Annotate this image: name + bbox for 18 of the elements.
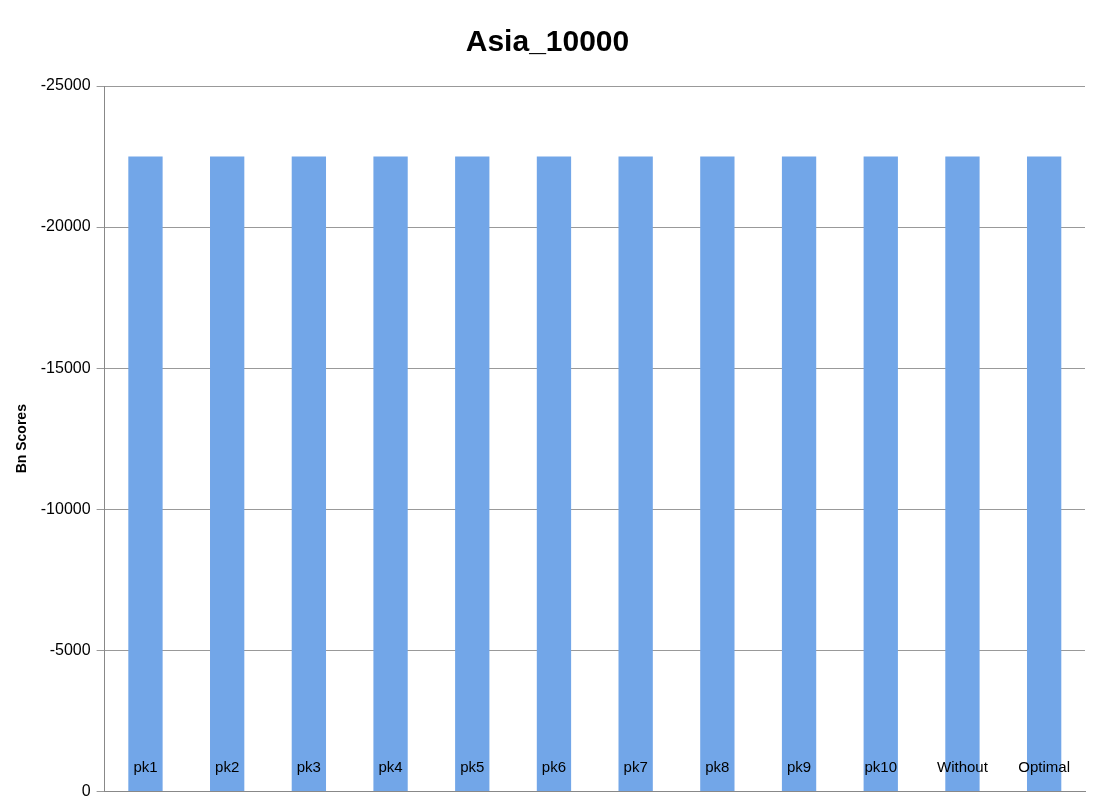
x-tick-label: pk10 <box>864 757 898 775</box>
y-tick-label: -20000 <box>40 217 91 235</box>
x-tick-label: pk7 <box>623 757 648 775</box>
x-tick-label: pk9 <box>786 757 812 775</box>
y-tick-label: 0 <box>81 781 91 799</box>
x-tick-label: pk6 <box>541 757 567 775</box>
y-tick-label: -15000 <box>40 358 91 376</box>
x-tick-label: pk1 <box>133 757 158 775</box>
x-tick-label: pk2 <box>215 757 240 775</box>
chart-title: Asia_10000 <box>465 24 630 58</box>
x-tick-label: pk4 <box>378 757 403 775</box>
x-tick-label: pk8 <box>705 757 730 775</box>
y-tick-label: -25000 <box>40 76 91 94</box>
y-tick-label: -5000 <box>49 640 91 658</box>
x-tick-label: pk3 <box>296 757 321 775</box>
y-tick-label: -10000 <box>40 499 91 517</box>
y-axis-title: Bn Scores <box>13 403 30 474</box>
x-tick-label: pk5 <box>460 757 485 775</box>
